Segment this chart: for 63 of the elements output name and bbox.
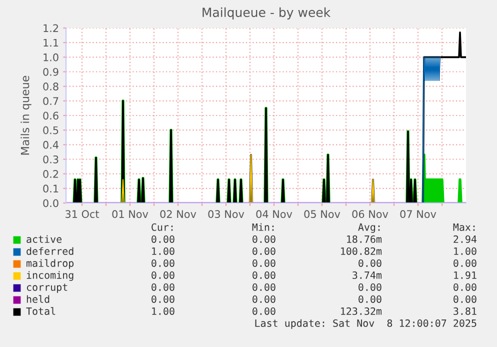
x-tick-label: 04 Nov: [256, 210, 292, 218]
x-tick-label: 02 Nov: [160, 210, 196, 218]
y-axis-title: Mails in queue: [20, 76, 32, 155]
y-tick-label: 0.1: [43, 184, 58, 193]
text: 1.00: [152, 247, 174, 255]
text: 0.00: [454, 295, 476, 303]
text: 0.00: [454, 283, 476, 291]
y-tick-label: 1.0: [44, 53, 58, 62]
text: 0.00: [358, 295, 382, 303]
text: 0.00: [358, 283, 382, 291]
text: 0.00: [252, 259, 276, 267]
x-tick-label: 31 Oct: [66, 210, 100, 218]
legend-label: deferred: [26, 247, 74, 255]
text: 0.00: [152, 259, 174, 267]
text: 0.00: [252, 307, 276, 315]
y-tick-label: 0.2: [43, 170, 58, 178]
legend-label: Total: [26, 307, 56, 315]
text: 0.00: [252, 295, 276, 303]
text: 0.00: [252, 235, 276, 243]
y-tick-label: 0.3: [43, 155, 58, 164]
text: 2.94: [454, 235, 477, 243]
text: 0.00: [252, 247, 276, 255]
text: Cur:: [152, 223, 173, 231]
text: Max:: [453, 223, 475, 231]
legend-label: incoming: [26, 271, 74, 281]
text: Avg:: [358, 223, 380, 233]
x-tick-label: 06 Nov: [352, 210, 388, 218]
legend-label: active: [26, 235, 62, 243]
text: 0.00: [252, 283, 276, 291]
y-tick-label: 0.9: [43, 68, 58, 76]
x-tick-label: 03 Nov: [208, 210, 244, 218]
chart-title: Mailqueue - by week: [202, 7, 331, 20]
legend-label: maildrop: [26, 259, 74, 269]
text: 18.76m: [347, 235, 382, 243]
y-tick-label: 0.5: [43, 126, 58, 134]
text: 100.82m: [341, 247, 382, 255]
y-tick-label: 0.0: [43, 199, 58, 208]
y-tick-label: 1.1: [44, 38, 58, 47]
legend-label: held: [26, 295, 50, 303]
text: 0.00: [152, 271, 174, 279]
text: Min:: [252, 223, 274, 231]
text: Last update: Sat Nov 8 12:00:07 2025: [255, 319, 476, 329]
y-tick-label: 0.7: [43, 97, 58, 106]
text: 0.00: [358, 259, 382, 267]
y-tick-label: 0.8: [43, 82, 58, 90]
text: 3.81: [454, 307, 476, 315]
text: 3.74m: [352, 271, 382, 279]
text: 1.91: [454, 271, 476, 279]
text: 1.00: [454, 247, 476, 255]
text: 1.00: [152, 307, 174, 315]
text: 123.32m: [341, 307, 382, 315]
text: 0.00: [152, 283, 174, 291]
text: 0.00: [152, 295, 174, 303]
x-tick-label: 01 Nov: [112, 210, 148, 218]
y-tick-label: 0.6: [43, 112, 58, 120]
x-tick-label: 07 Nov: [400, 210, 436, 218]
legend-label: corrupt: [26, 284, 68, 293]
x-tick-label: 05 Nov: [304, 210, 340, 218]
y-tick-label: 1.2: [44, 24, 58, 32]
text: 0.00: [252, 271, 276, 279]
y-tick-label: 0.4: [43, 140, 58, 149]
text: 0.00: [152, 235, 174, 243]
text: 0.00: [454, 259, 476, 267]
